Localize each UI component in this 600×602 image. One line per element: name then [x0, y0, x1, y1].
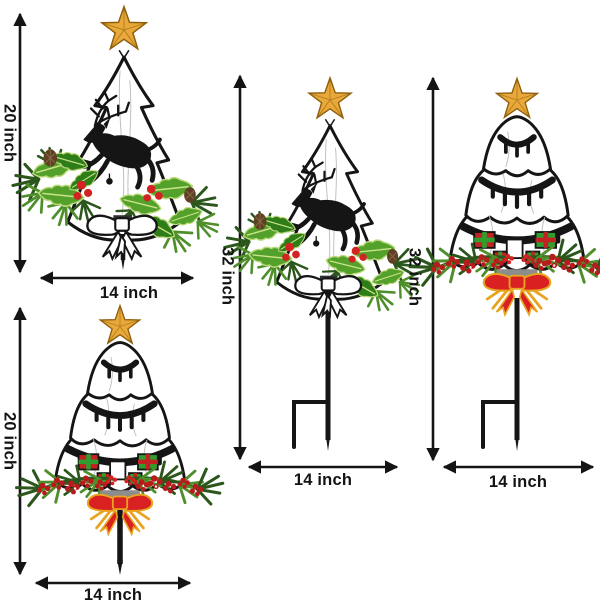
- width-label-bottom-left: 14 inch: [83, 586, 143, 602]
- width-label-top-left: 14 inch: [99, 284, 159, 302]
- height-label-right: 32 inch: [405, 248, 424, 307]
- width-label-middle: 14 inch: [293, 471, 353, 489]
- snow-tree-right-staked: [409, 79, 600, 315]
- height-label-middle: 32 inch: [218, 247, 237, 306]
- height-label-bottom-left: 20 inch: [0, 412, 19, 471]
- height-label-top-left: 20 inch: [0, 104, 19, 163]
- stake-right-with-prong: [481, 298, 520, 451]
- reindeer-tree-top-left: [10, 7, 224, 260]
- width-label-right: 14 inch: [488, 473, 548, 491]
- reindeer-tree-middle-staked: [222, 78, 425, 318]
- snow-tree-bottom-left: [15, 306, 226, 535]
